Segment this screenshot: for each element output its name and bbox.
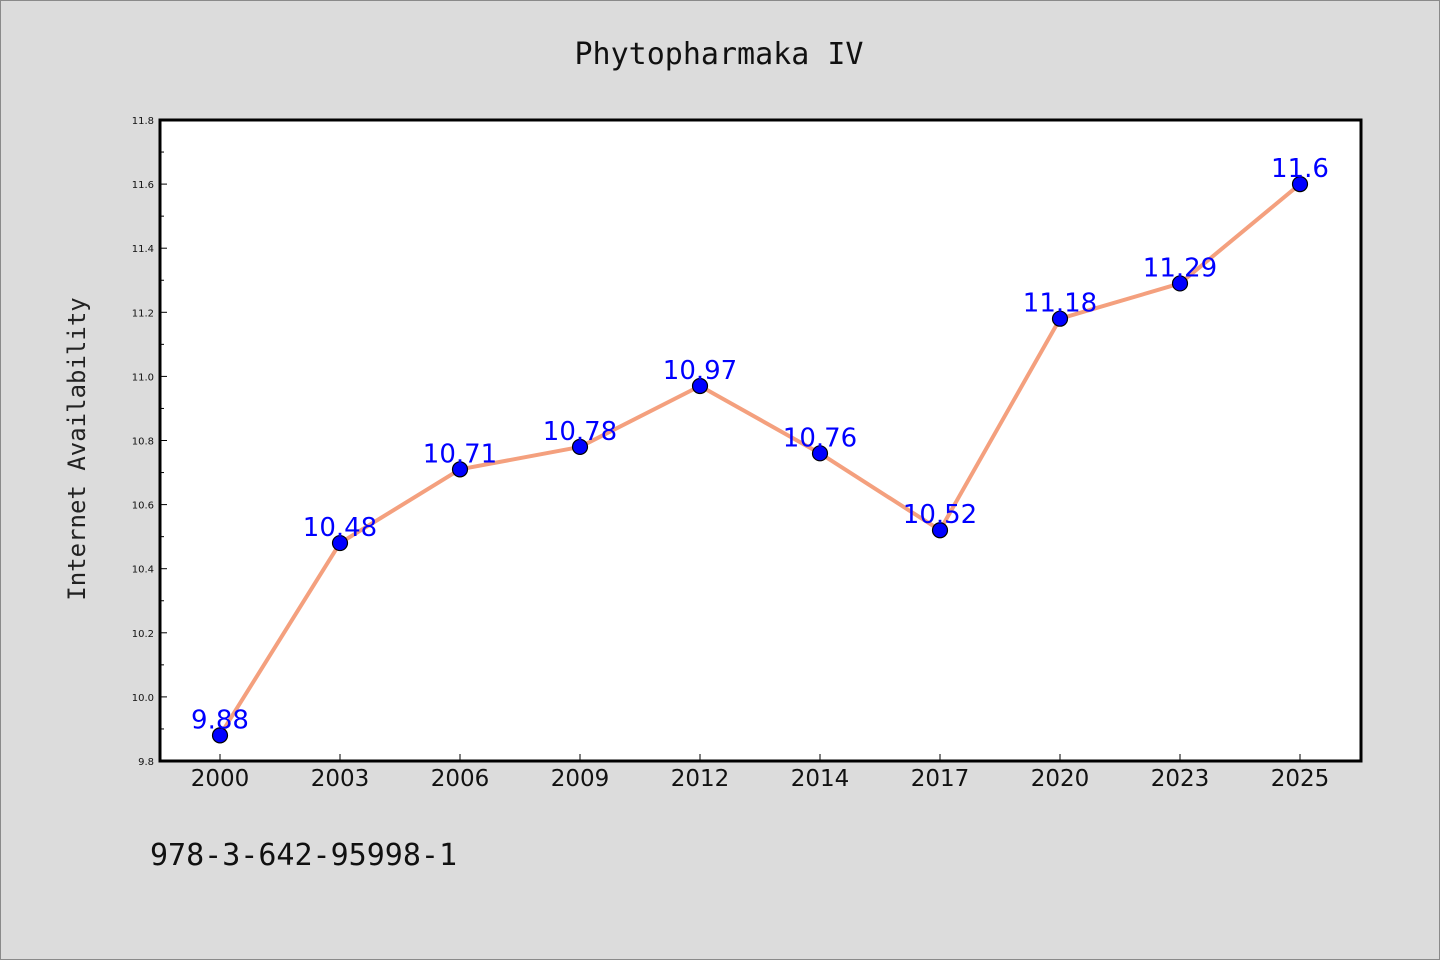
y-tick-label: 10.8: [132, 437, 154, 448]
data-label: 11.6: [1271, 154, 1329, 184]
y-tick-label: 9.8: [138, 757, 154, 768]
y-tick-label: 10.4: [132, 565, 154, 576]
data-point-marker: [451, 461, 469, 478]
y-tick-label: 10.2: [132, 629, 154, 640]
x-tick-label: 2000: [191, 766, 250, 792]
plot-area: [158, 118, 1363, 763]
data-point-marker: [931, 522, 949, 539]
x-tick-label: 2017: [911, 766, 970, 792]
data-label: 11.29: [1143, 253, 1217, 283]
data-label: 9.88: [191, 705, 249, 735]
x-tick-label: 2025: [1271, 766, 1330, 792]
series-group: 9.88 10.48 10.71 10.78 10.97 10.76 10.52 11.18 1…: [191, 154, 1329, 744]
y-tick-label: 11.4: [132, 244, 154, 255]
series-line: [218, 182, 1302, 738]
chart-title: Phytopharmaka IV: [575, 37, 864, 72]
data-point-marker: [331, 534, 349, 552]
y-tick-label: 11.2: [132, 308, 154, 319]
y-axis: 9.8 10.0 10.2 10.4 10.6 10.8 11.0 11.2 11.4 11.6 1…: [132, 116, 167, 768]
y-tick-label: 10.6: [132, 501, 154, 512]
data-point-marker: [1051, 310, 1069, 327]
x-tick-label: 2009: [551, 766, 610, 792]
data-point-marker: [811, 445, 829, 462]
isbn-footer: 978-3-642-95998-1: [150, 838, 457, 873]
y-tick-label: 10.0: [132, 693, 154, 704]
y-tick-label: 11.8: [132, 116, 154, 127]
data-label: 10.97: [663, 356, 737, 386]
data-label: 11.18: [1023, 289, 1097, 319]
data-label: 10.76: [783, 423, 857, 453]
y-axis-label: Internet Availability: [63, 297, 91, 600]
data-label: 10.71: [423, 439, 497, 469]
data-point-marker: [211, 727, 229, 744]
x-tick-label: 2020: [1031, 766, 1090, 792]
x-tick-label: 2014: [791, 766, 850, 792]
data-label: 10.48: [303, 513, 377, 543]
y-tick-label: 11.0: [132, 372, 154, 383]
data-label: 10.78: [543, 417, 617, 447]
data-label: 10.52: [903, 500, 977, 530]
x-axis: 2000 2003 2006 2009 2012 2014 2017 2020 2023 2025: [191, 754, 1330, 792]
x-tick-label: 2003: [311, 766, 370, 792]
y-tick-label: 11.6: [132, 180, 154, 191]
data-point-marker: [1291, 176, 1309, 193]
x-tick-label: 2023: [1151, 766, 1210, 792]
x-tick-label: 2006: [431, 766, 490, 792]
data-point-marker: [1171, 275, 1189, 292]
x-tick-label: 2012: [671, 766, 730, 792]
data-point-marker: [571, 438, 589, 456]
data-point-marker: [691, 377, 709, 395]
